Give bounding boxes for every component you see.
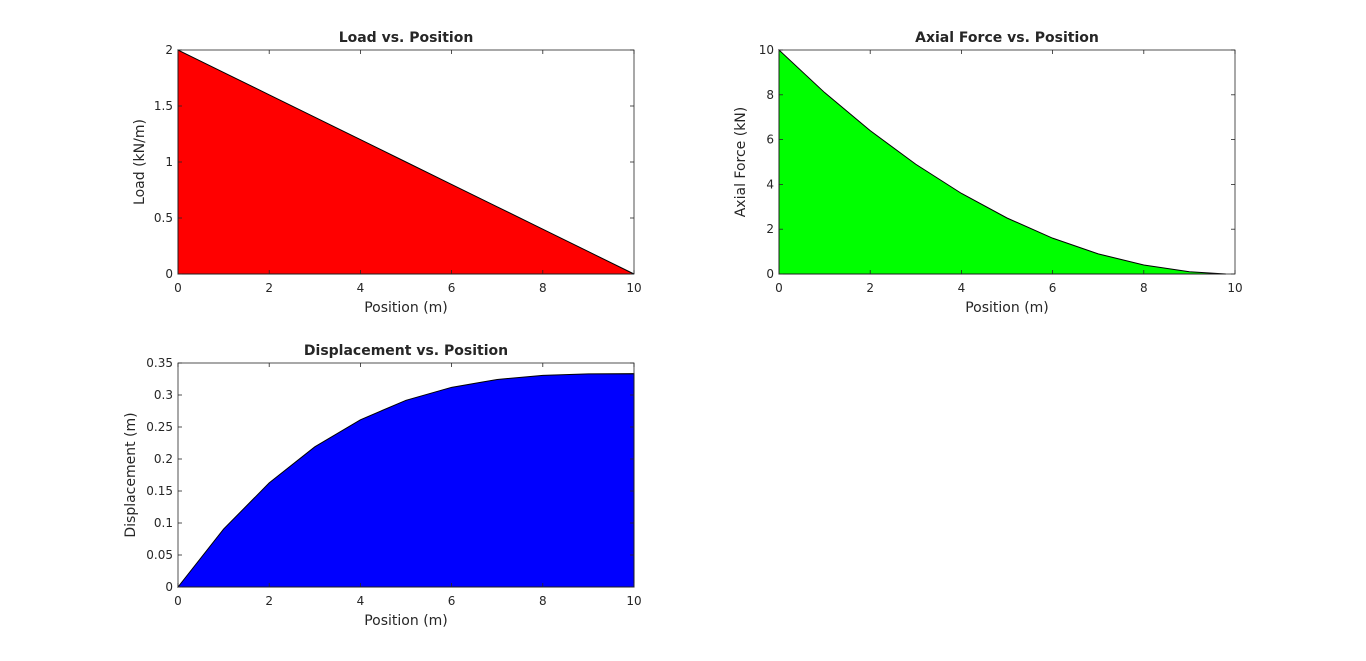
area-fill <box>177 49 635 275</box>
y-tick-label: 0 <box>165 580 173 594</box>
x-tick-label: 4 <box>357 594 365 608</box>
area-fill <box>778 48 1226 275</box>
x-tick-label: 4 <box>357 281 365 295</box>
y-tick-label: 0.5 <box>154 211 173 225</box>
y-tick-label: 0 <box>766 267 774 281</box>
x-tick-label: 8 <box>539 594 547 608</box>
x-tick-label: 6 <box>1049 281 1057 295</box>
y-tick-label: 4 <box>766 177 774 191</box>
y-axis-label: Load (kN/m) <box>132 119 148 205</box>
x-tick-label: 2 <box>265 594 273 608</box>
x-tick-label: 0 <box>174 281 182 295</box>
chart-title: Displacement vs. Position <box>304 343 508 359</box>
y-tick-label: 0.25 <box>146 420 173 434</box>
y-tick-label: 0.05 <box>146 548 173 562</box>
area-fill <box>176 373 635 588</box>
chart-3: 0 2 4 6 8 10 0 0.05 0.1 0.15 0.2 0.25 0.3 0.35 Displac… <box>123 343 642 629</box>
axes-box <box>778 49 1236 275</box>
y-tick-label: 0 <box>165 267 173 281</box>
y-tick-label: 0.2 <box>154 452 173 466</box>
x-tick-label: 10 <box>1227 281 1242 295</box>
x-tick-label: 0 <box>174 594 182 608</box>
x-tick-label: 6 <box>448 281 456 295</box>
x-tick-label: 2 <box>265 281 273 295</box>
y-tick-label: 2 <box>165 43 173 57</box>
y-axis-label: Displacement (m) <box>123 412 139 537</box>
chart-2: 0 2 4 6 8 10 0 2 4 6 8 10 Axial Force vs. Position Po… <box>733 30 1243 316</box>
x-tick-label: 0 <box>775 281 783 295</box>
y-tick-label: 10 <box>759 43 774 57</box>
x-tick-label: 8 <box>539 281 547 295</box>
y-tick-label: 0.3 <box>154 388 173 402</box>
y-tick-label: 0.35 <box>146 356 173 370</box>
x-tick-label: 10 <box>626 594 641 608</box>
x-tick-label: 2 <box>866 281 874 295</box>
y-tick-label: 2 <box>766 222 774 236</box>
chart-title: Load vs. Position <box>339 30 474 46</box>
x-axis-label: Position (m) <box>364 300 448 316</box>
y-tick-label: 1 <box>165 155 173 169</box>
axes-box <box>177 362 635 588</box>
x-tick-label: 6 <box>448 594 456 608</box>
x-tick-label: 4 <box>958 281 966 295</box>
x-axis-label: Position (m) <box>965 300 1049 316</box>
y-tick-label: 0.15 <box>146 484 173 498</box>
x-tick-label: 8 <box>1140 281 1148 295</box>
y-tick-label: 6 <box>766 133 774 147</box>
x-axis-label: Position (m) <box>364 613 448 629</box>
chart-title: Axial Force vs. Position <box>915 30 1099 46</box>
y-axis-label: Axial Force (kN) <box>733 107 749 218</box>
x-tick-label: 10 <box>626 281 641 295</box>
y-tick-label: 0.1 <box>154 516 173 530</box>
chart-1: 0 2 4 6 8 10 0 0.5 1 1.5 2 Load vs. Position Positio… <box>132 30 642 316</box>
y-tick-label: 8 <box>766 88 774 102</box>
y-tick-label: 1.5 <box>154 99 173 113</box>
